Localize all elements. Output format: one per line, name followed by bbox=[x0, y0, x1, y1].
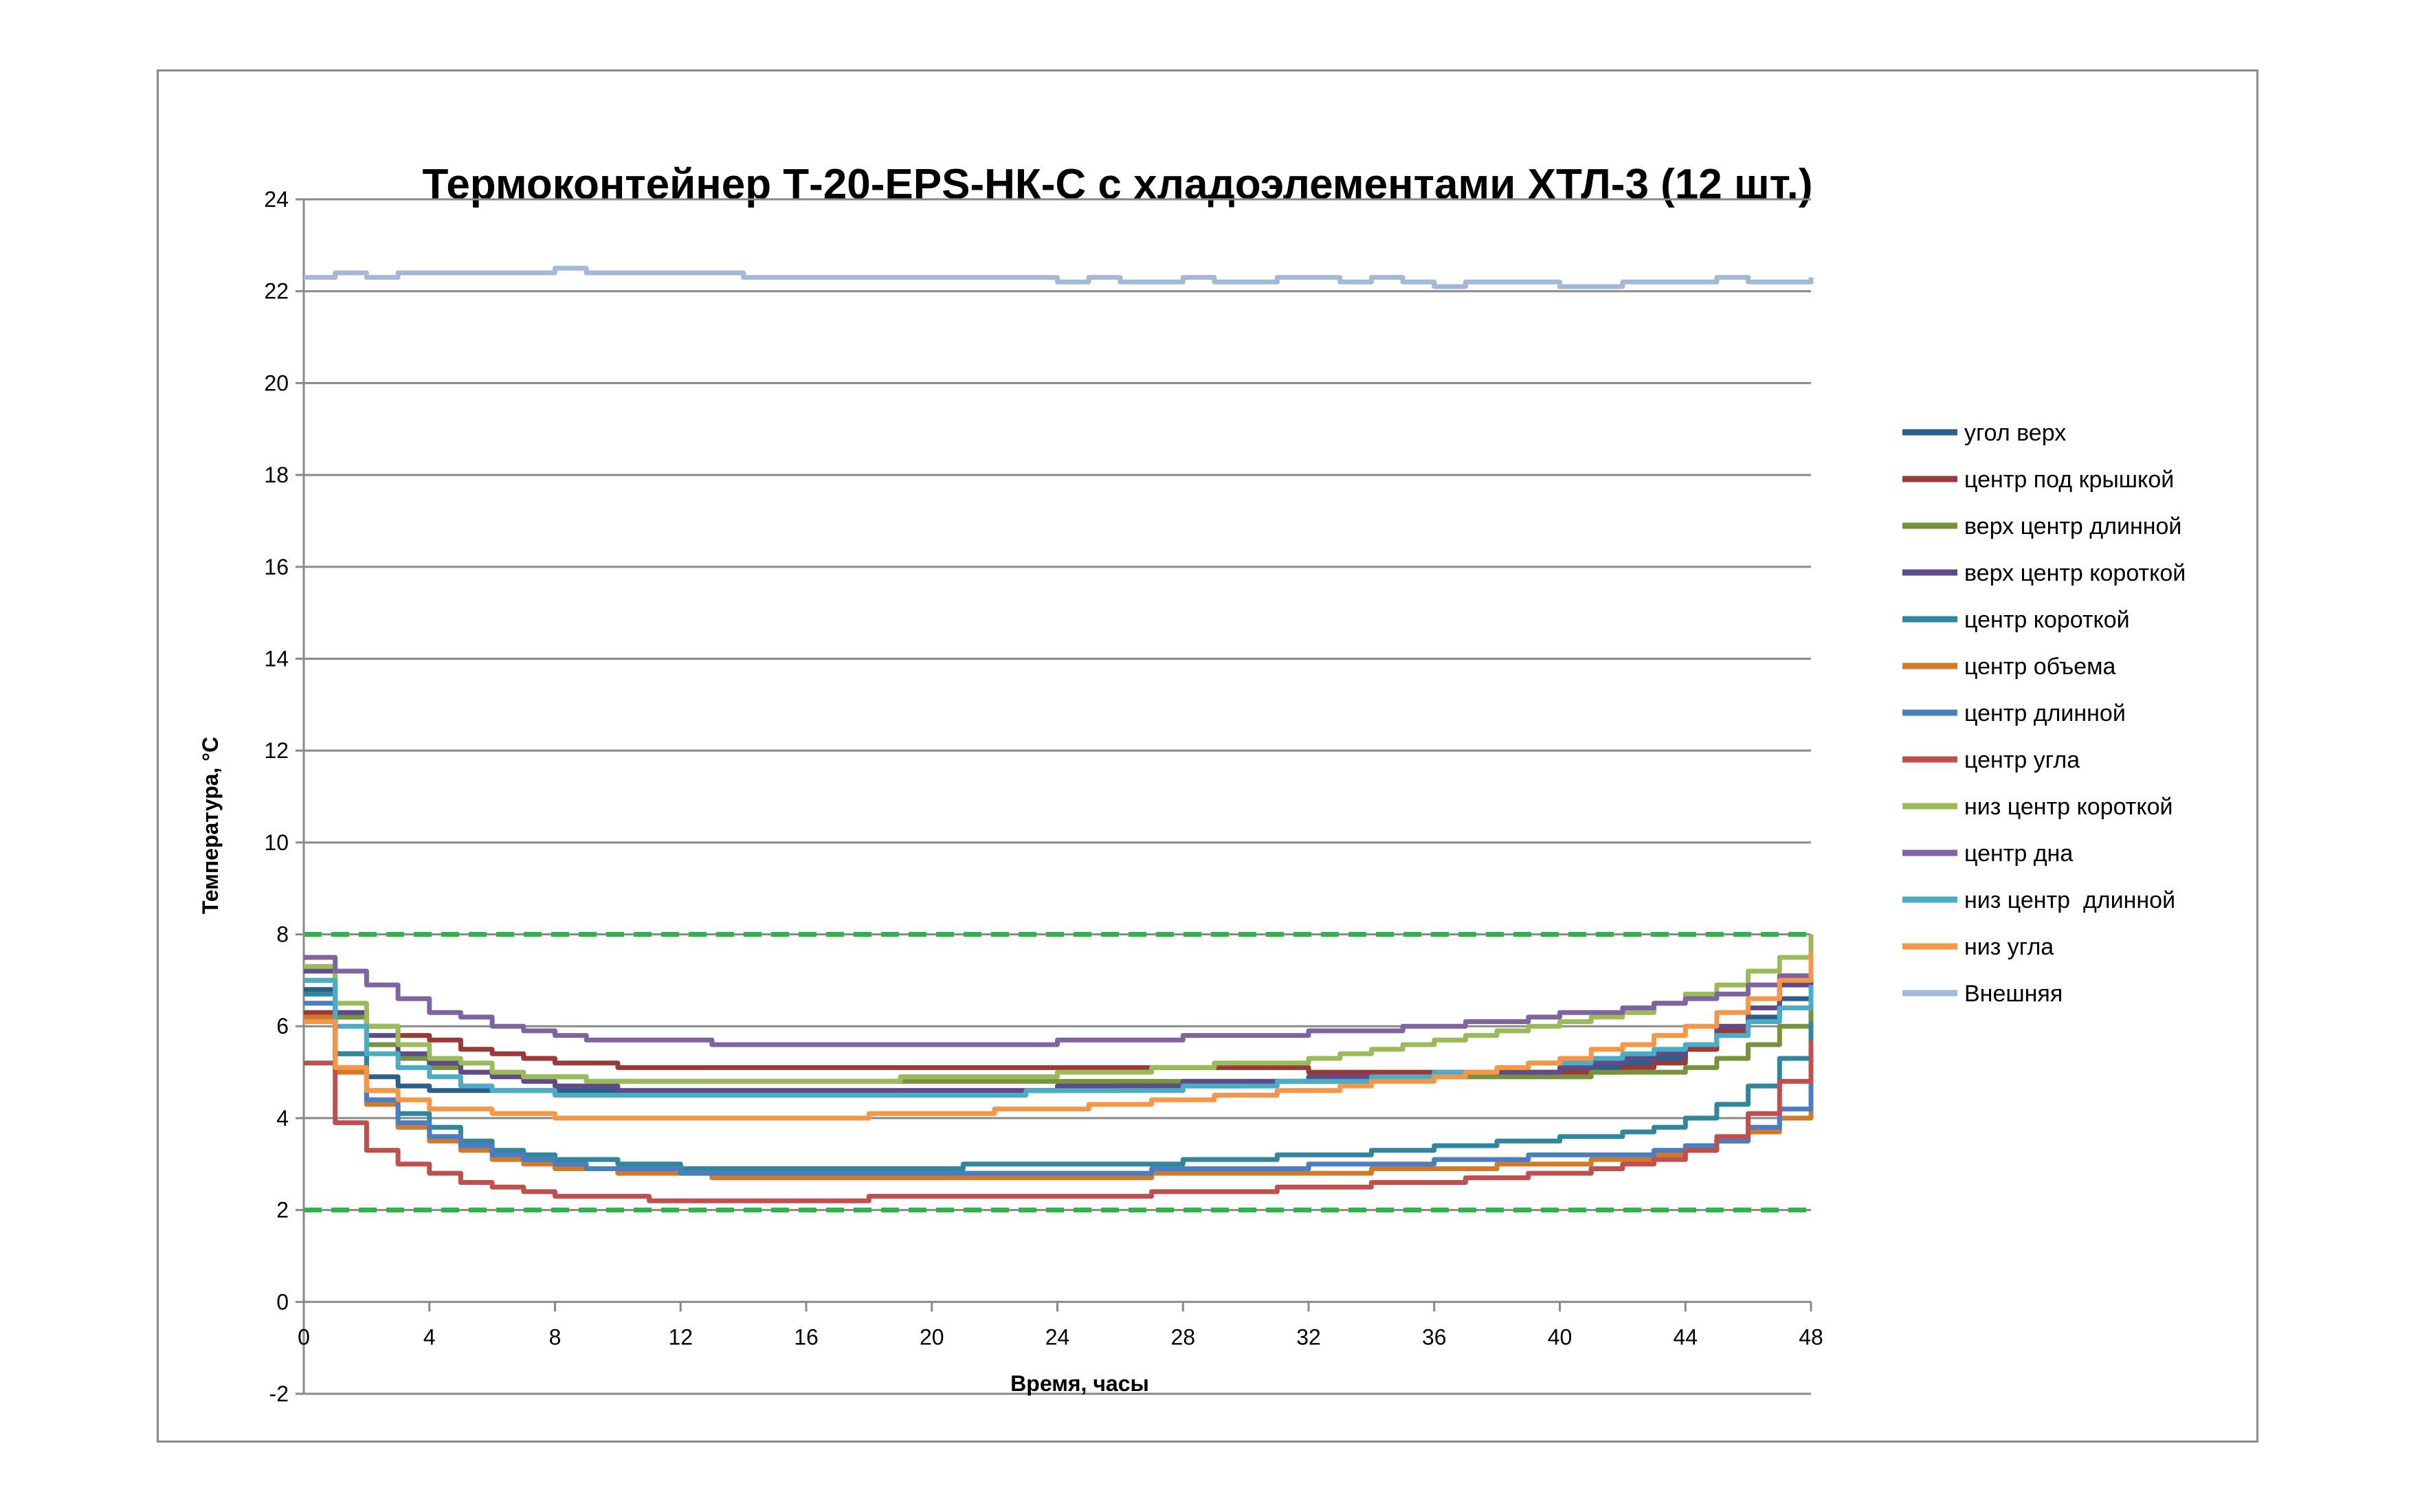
y-tick-label: -2 bbox=[269, 1381, 289, 1406]
legend-label: верх центр длинной bbox=[1964, 513, 2181, 540]
y-tick-label: 2 bbox=[276, 1198, 289, 1223]
x-tick-label: 40 bbox=[1548, 1324, 1573, 1349]
series-line bbox=[304, 977, 1814, 1098]
series-line bbox=[304, 961, 1814, 1093]
legend-label: центр объема bbox=[1964, 654, 2115, 680]
x-tick-label: 8 bbox=[549, 1324, 562, 1349]
y-tick-label: 10 bbox=[264, 830, 289, 855]
legend-label: центр длинной bbox=[1964, 700, 2126, 726]
reference-lines bbox=[304, 932, 1811, 1213]
x-tick-label: 36 bbox=[1422, 1324, 1447, 1349]
legend-label: Внешняя bbox=[1964, 981, 2063, 1007]
x-tick-label: 28 bbox=[1170, 1324, 1195, 1349]
y-tick-label: 16 bbox=[264, 555, 289, 579]
y-tick-label: 8 bbox=[276, 922, 289, 947]
legend-label: низ центр короткой bbox=[1964, 794, 2173, 820]
x-tick-label: 24 bbox=[1045, 1324, 1070, 1349]
legend-label: центр угла bbox=[1964, 747, 2080, 773]
series-lines bbox=[304, 265, 1814, 1203]
y-tick-label: 0 bbox=[276, 1289, 289, 1314]
x-tick-label: 0 bbox=[298, 1324, 310, 1349]
series-line bbox=[304, 953, 1814, 1121]
y-axis-title: Температура, °С bbox=[198, 737, 223, 914]
legend: угол верх центр под крышкой верх центр дли… bbox=[1902, 420, 2186, 1007]
y-tick-label: 6 bbox=[276, 1014, 289, 1038]
y-tick-label: 24 bbox=[264, 187, 289, 212]
legend-label: низ центр длинной bbox=[1964, 887, 2175, 913]
x-tick-label: 44 bbox=[1673, 1324, 1698, 1349]
legend-label: центр под крышкой bbox=[1964, 467, 2174, 493]
legend-label: центр короткой bbox=[1964, 607, 2130, 633]
legend-label: угол верх bbox=[1964, 420, 2066, 446]
y-tick-label: 14 bbox=[264, 646, 289, 671]
series-line bbox=[304, 948, 1814, 1075]
series-line bbox=[304, 1040, 1814, 1203]
y-tick-label: 4 bbox=[276, 1106, 289, 1131]
series-line bbox=[304, 265, 1814, 289]
y-tick-label: 20 bbox=[264, 370, 289, 395]
y-tick-label: 22 bbox=[264, 279, 289, 304]
x-tick-label: 32 bbox=[1296, 1324, 1321, 1349]
legend-label: низ угла bbox=[1964, 934, 2054, 960]
y-tick-label: 18 bbox=[264, 463, 289, 487]
grid-lines bbox=[304, 198, 1811, 1395]
line-chart: Термоконтейнер Т-20-EPS-НК-С с хладоэлем… bbox=[198, 161, 2186, 1406]
series-line bbox=[304, 955, 1814, 1047]
x-axis-title: Время, часы bbox=[1010, 1371, 1149, 1396]
x-tick-label: 48 bbox=[1799, 1324, 1823, 1349]
legend-label: центр дна bbox=[1964, 841, 2073, 867]
chart-title: Термоконтейнер Т-20-EPS-НК-С с хладоэлем… bbox=[423, 161, 1813, 208]
series-line bbox=[304, 934, 1814, 1084]
x-tick-label: 16 bbox=[794, 1324, 819, 1349]
y-tick-label: 12 bbox=[264, 738, 289, 763]
legend-label: верх центр короткой bbox=[1964, 560, 2186, 586]
chart-area: Термоконтейнер Т-20-EPS-НК-С с хладоэлем… bbox=[157, 69, 2258, 1443]
x-tick-label: 4 bbox=[423, 1324, 436, 1349]
series-line bbox=[304, 1001, 1814, 1176]
x-tick-label: 20 bbox=[920, 1324, 944, 1349]
x-tick-label: 12 bbox=[668, 1324, 693, 1349]
